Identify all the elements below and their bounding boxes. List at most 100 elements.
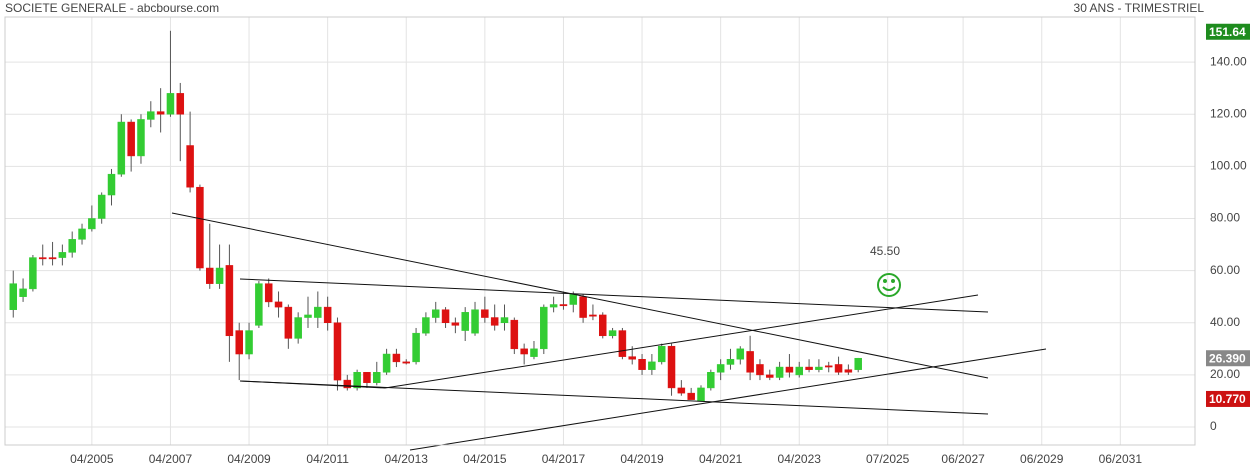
candles [9, 30, 862, 402]
candle-body [657, 345, 666, 363]
candle-body [284, 306, 293, 339]
candle-body [854, 357, 862, 370]
candle-body [726, 358, 735, 365]
candle-body [117, 121, 126, 175]
candle-body [471, 309, 479, 334]
candle-body [775, 366, 784, 378]
candle-body [343, 379, 352, 389]
candle-body [805, 366, 813, 370]
price-marker-label: 26.390 [1209, 351, 1246, 365]
candle-body [245, 330, 253, 355]
annotation: 45.50 [870, 244, 900, 258]
candle-body [716, 364, 725, 373]
candle-body [481, 309, 489, 318]
y-tick-label: 140.00 [1210, 54, 1247, 68]
candle-body [29, 257, 37, 290]
candle-body [608, 330, 617, 337]
candle-body [294, 317, 302, 339]
candle-body [88, 218, 96, 230]
candle-body [235, 330, 243, 355]
candle-body [569, 293, 578, 305]
candle-body [196, 186, 204, 269]
candle-body [697, 387, 705, 402]
candle-body [9, 283, 18, 310]
trend-line [409, 348, 1047, 451]
candle-body [490, 317, 499, 326]
x-tick-label: 06/2027 [941, 452, 985, 466]
x-tick-label: 04/2021 [699, 452, 743, 466]
trend-line [239, 380, 989, 415]
candle-body [815, 366, 823, 370]
trend-line [239, 380, 386, 389]
candle-body [19, 288, 27, 297]
candle-body [38, 257, 47, 260]
x-tick-label: 06/2031 [1099, 452, 1143, 466]
candle-body [107, 173, 116, 196]
candle-body [323, 306, 332, 324]
candle-body [166, 93, 175, 115]
candle-body [599, 314, 607, 337]
candle-body [255, 283, 263, 326]
price-marker [1206, 390, 1250, 407]
candle-body [579, 296, 587, 318]
candle-body [186, 145, 194, 188]
candle-body [363, 372, 371, 383]
candle-body [667, 345, 676, 389]
y-tick-label: 40.00 [1210, 315, 1240, 329]
candle-body [206, 267, 214, 284]
candle-body [746, 351, 754, 373]
candle-body [127, 121, 135, 157]
trend-line [171, 212, 989, 379]
candle-body [412, 332, 420, 363]
chart-subtitle: 30 ANS - TRIMESTRIEL [1074, 1, 1205, 15]
x-tick-label: 04/2005 [70, 452, 114, 466]
candle-body [618, 330, 627, 357]
candle-body [736, 348, 745, 360]
x-tick-label: 07/2025 [866, 452, 910, 466]
candle-body [540, 306, 548, 350]
candle-body [353, 372, 361, 389]
candle-body [382, 353, 391, 373]
candle-body [461, 312, 469, 331]
y-tick-label: 80.00 [1210, 211, 1240, 225]
x-tick-label: 04/2013 [385, 452, 429, 466]
candle-body [756, 364, 764, 376]
candle-body [431, 309, 440, 318]
candle-body [48, 257, 57, 260]
candle-body [225, 265, 234, 337]
candle-body [628, 356, 636, 360]
candle-body [785, 366, 794, 373]
candle-body [97, 194, 106, 219]
candle-body [530, 348, 538, 357]
candle-body [648, 361, 656, 370]
candle-body [500, 317, 509, 324]
candle-body [795, 366, 804, 376]
candle-body [687, 392, 695, 400]
price-marker-label: 10.770 [1209, 392, 1246, 406]
candle-body [677, 387, 686, 394]
candle-body [844, 369, 853, 373]
x-tick-label: 06/2029 [1020, 452, 1064, 466]
candle-body [147, 111, 155, 120]
candle-body [589, 314, 597, 317]
x-tick-label: 04/2019 [620, 452, 664, 466]
price-marker-label: 151.64 [1209, 25, 1246, 39]
candle-body [441, 309, 450, 324]
smiley [877, 273, 901, 297]
candle-body [78, 228, 86, 240]
y-tick-label: 120.00 [1210, 106, 1247, 120]
candle-body [451, 322, 460, 326]
candle-body [176, 93, 185, 115]
candle-body [373, 372, 381, 383]
trend-line [384, 294, 979, 389]
candle-body [422, 317, 430, 334]
candle-body [638, 358, 646, 370]
chart-title: SOCIETE GENERALE - abcbourse.com [5, 1, 219, 15]
candle-body [274, 301, 283, 308]
candle-body [559, 304, 568, 307]
price-marker [1206, 23, 1250, 40]
candle-body [520, 348, 528, 355]
candle-body [549, 304, 558, 308]
plot-border [4, 16, 1196, 446]
candle-body [333, 322, 342, 381]
